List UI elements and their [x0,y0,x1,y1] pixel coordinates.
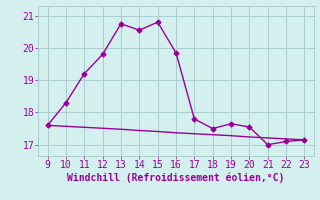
X-axis label: Windchill (Refroidissement éolien,°C): Windchill (Refroidissement éolien,°C) [67,173,285,183]
